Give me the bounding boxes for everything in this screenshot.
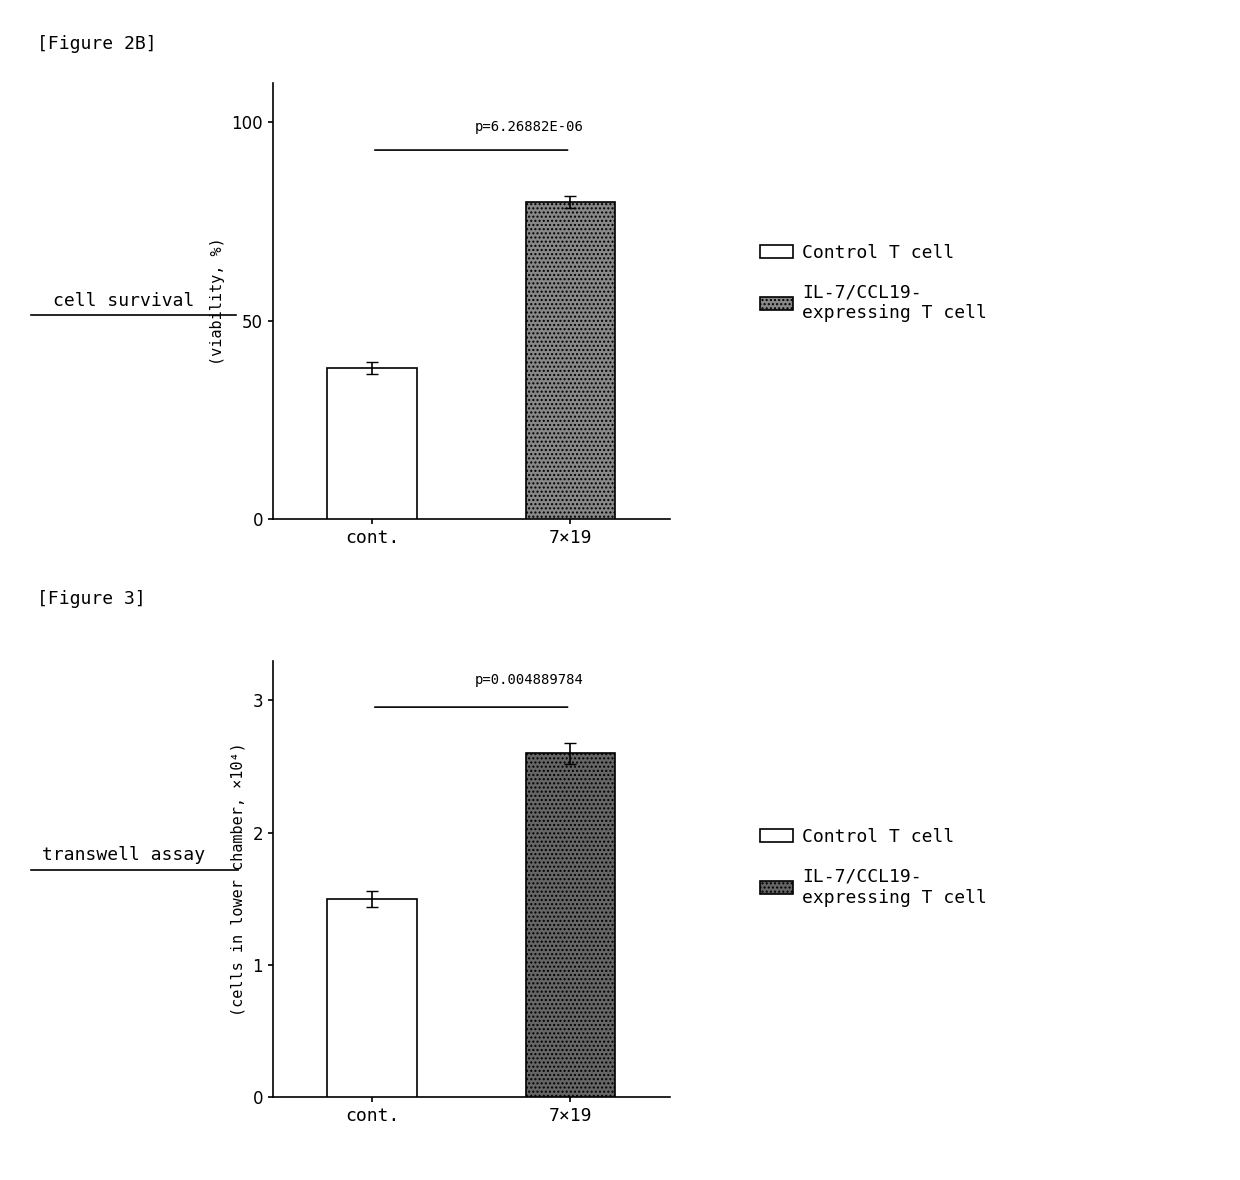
Y-axis label: (viability, %): (viability, %) <box>210 237 224 365</box>
Legend: Control T cell, IL-7/CCL19-
expressing T cell: Control T cell, IL-7/CCL19- expressing T… <box>753 237 994 329</box>
Bar <box>327 368 417 519</box>
Legend: Control T cell, IL-7/CCL19-
expressing T cell: Control T cell, IL-7/CCL19- expressing T… <box>753 821 994 913</box>
Bar <box>526 202 615 519</box>
Text: [Figure 2B]: [Figure 2B] <box>37 35 156 53</box>
Text: cell survival: cell survival <box>53 291 195 310</box>
Text: p=0.004889784: p=0.004889784 <box>475 674 584 687</box>
Text: p=6.26882E-06: p=6.26882E-06 <box>475 120 584 135</box>
Text: transwell assay: transwell assay <box>42 846 206 865</box>
Bar <box>327 899 417 1097</box>
Y-axis label: (cells in lower chamber, ×10⁴): (cells in lower chamber, ×10⁴) <box>231 742 246 1016</box>
Bar <box>526 753 615 1097</box>
Text: [Figure 3]: [Figure 3] <box>37 590 146 608</box>
